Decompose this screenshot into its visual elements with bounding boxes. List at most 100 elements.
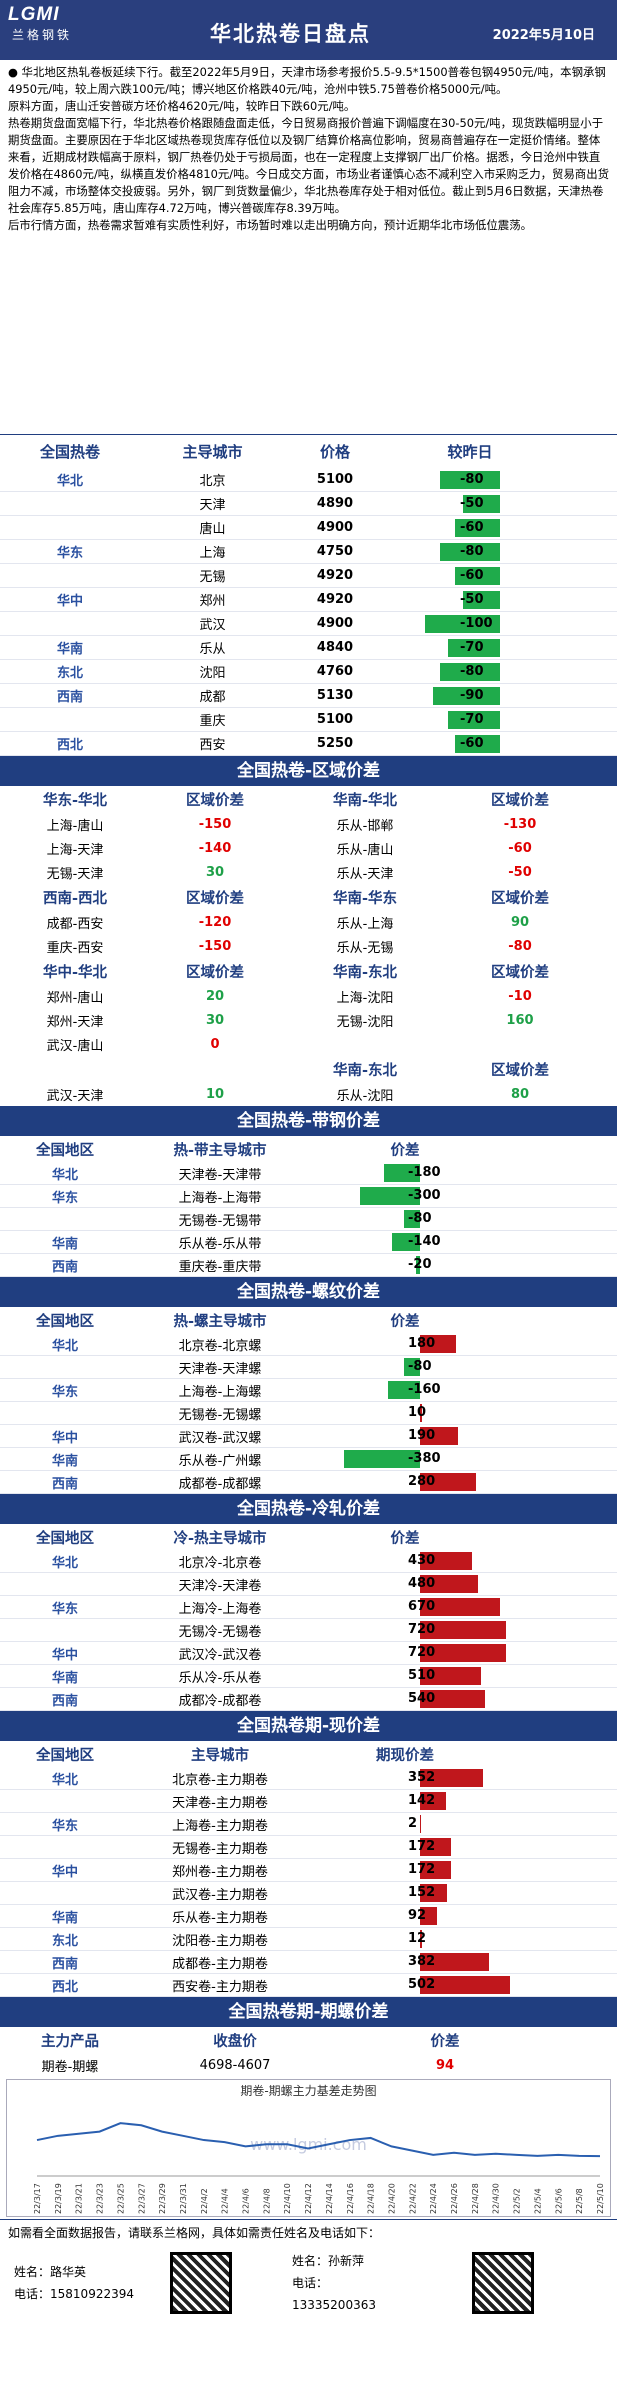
change-value: -60 bbox=[460, 567, 484, 583]
col-header: 热-带主导城市 bbox=[173, 1142, 267, 1159]
strip-row: 华南 乐从卷-乐从带 -140 bbox=[0, 1231, 617, 1254]
summary-para: 原料方面，唐山迁安普碳方坯价格4620元/吨，较昨日下跌60元/吨。 bbox=[8, 99, 356, 113]
region-cell: 华中 bbox=[56, 594, 83, 609]
change-value: -60 bbox=[460, 519, 484, 535]
x-tick-label: 22/3/23 bbox=[96, 2183, 105, 2214]
region-cell: 华南 bbox=[51, 1670, 78, 1686]
region-cell: 华东 bbox=[51, 1818, 78, 1834]
pair-cell: 乐从卷-主力期卷 bbox=[172, 1910, 268, 1926]
strip-spread-table: 全国地区 热-带主导城市 价差 华北 天津卷-天津带 -180 华东 上海卷-上海带 -300 无… bbox=[0, 1136, 617, 1277]
city-cell: 无锡 bbox=[199, 570, 226, 585]
region-cell: 西南 bbox=[51, 1476, 78, 1492]
region-cell: 华南 bbox=[51, 1453, 78, 1469]
spread-bar-cell: 720 bbox=[310, 1643, 610, 1663]
pair-cell: 乐从-邯郸 bbox=[336, 818, 394, 834]
spread-value: 172 bbox=[408, 1862, 436, 1877]
contact-block: 姓名：路华英 电话：15810922394 姓名：孙新萍 电话：13335200… bbox=[0, 2245, 617, 2321]
spread-bar-cell: 92 bbox=[310, 1906, 610, 1926]
price-row: 华北 北京 5100 -80 bbox=[0, 468, 617, 492]
product-cell: 期卷-期螺 bbox=[41, 2059, 99, 2075]
basis-row: 天津卷-主力期卷 142 bbox=[0, 1790, 617, 1813]
spread-value: -80 bbox=[408, 1211, 432, 1226]
spread-cell: -60 bbox=[508, 840, 532, 856]
x-tick-label: 22/4/30 bbox=[492, 2183, 501, 2214]
contact-name: 孙新萍 bbox=[328, 2254, 365, 2268]
x-tick-label: 22/4/6 bbox=[242, 2188, 251, 2214]
contact-name: 路华英 bbox=[50, 2265, 87, 2279]
price-row: 武汉 4900 -100 bbox=[0, 612, 617, 636]
col-header: 价差 bbox=[390, 1313, 420, 1330]
change-bar-cell: -70 bbox=[385, 710, 555, 730]
pair-cell: 北京冷-北京卷 bbox=[178, 1555, 262, 1571]
spread-bar-cell: 180 bbox=[310, 1334, 610, 1354]
pair-cell: 乐从-唐山 bbox=[336, 842, 394, 858]
header: LGMI 兰格钢铁 华北热卷日盘点 2022年5月10日 bbox=[0, 0, 617, 60]
x-tick-label: 22/5/2 bbox=[513, 2188, 522, 2214]
spread-value: -380 bbox=[408, 1451, 441, 1466]
region-cell: 华北 bbox=[51, 1555, 78, 1571]
price-table-header: 全国热卷 主导城市 价格 较昨日 bbox=[0, 434, 617, 468]
col-header: 全国地区 bbox=[36, 1142, 94, 1159]
pair-cell: 天津卷-天津带 bbox=[178, 1167, 262, 1183]
col-label: 区域价差 bbox=[186, 964, 244, 981]
strip-row: 无锡卷-无锡带 -80 bbox=[0, 1208, 617, 1231]
spread-bar bbox=[404, 1210, 420, 1228]
cold-row: 华中 武汉冷-武汉卷 720 bbox=[0, 1642, 617, 1665]
col-header: 热-螺主导城市 bbox=[173, 1313, 267, 1330]
change-bar-cell: -60 bbox=[385, 734, 555, 754]
pair-cell: 郑州-唐山 bbox=[46, 990, 104, 1006]
summary-para: ● 华北地区热轧卷板延续下行。截至2022年5月9日，天津市场参考报价5.5-9… bbox=[8, 65, 606, 96]
spread-bar-cell: -140 bbox=[310, 1232, 610, 1252]
spread-value: -140 bbox=[408, 1234, 441, 1249]
x-tick-label: 22/4/28 bbox=[471, 2183, 480, 2214]
cold-row: 华东 上海冷-上海卷 670 bbox=[0, 1596, 617, 1619]
spread-bar bbox=[420, 1976, 511, 1994]
page-title: 华北热卷日盘点 bbox=[210, 22, 371, 46]
x-tick-label: 22/3/17 bbox=[33, 2183, 42, 2214]
col-header: 全国地区 bbox=[36, 1747, 94, 1764]
spread-value: 670 bbox=[408, 1599, 436, 1614]
spread-cell: 10 bbox=[205, 1086, 225, 1102]
region-cell: 华南 bbox=[51, 1236, 78, 1252]
x-tick-label: 22/4/12 bbox=[304, 2183, 313, 2214]
pair-cell: 无锡-沈阳 bbox=[336, 1014, 394, 1030]
price-row: 华中 郑州 4920 -50 bbox=[0, 588, 617, 612]
pair-cell: 乐从卷-广州螺 bbox=[178, 1453, 262, 1469]
change-value: -80 bbox=[460, 471, 484, 487]
basis-row: 华北 北京卷-主力期卷 352 bbox=[0, 1767, 617, 1790]
price-cell: 5130 bbox=[316, 688, 354, 703]
price-cell: 5100 bbox=[316, 712, 354, 727]
price-cell: 5100 bbox=[316, 472, 354, 487]
pair-cell: 上海卷-主力期卷 bbox=[172, 1818, 268, 1834]
change-bar bbox=[455, 518, 500, 537]
spread-bar bbox=[404, 1358, 420, 1376]
x-tick-label: 22/3/31 bbox=[179, 2183, 188, 2214]
spread-value: 352 bbox=[408, 1770, 436, 1785]
spread-cell: 94 bbox=[435, 2057, 455, 2073]
change-bar-cell: -70 bbox=[385, 638, 555, 658]
price-row: 华东 上海 4750 -80 bbox=[0, 540, 617, 564]
cold-row: 华北 北京冷-北京卷 430 bbox=[0, 1550, 617, 1573]
spread-bar-cell: 720 bbox=[310, 1620, 610, 1640]
pair-cell: 上海卷-上海螺 bbox=[178, 1384, 262, 1400]
col-label: 区域价差 bbox=[186, 792, 244, 809]
region-cell: 华中 bbox=[51, 1647, 78, 1663]
label: 姓名： bbox=[14, 2265, 51, 2279]
logo-text: LGMI bbox=[8, 4, 60, 25]
price-row: 西南 成都 5130 -90 bbox=[0, 684, 617, 708]
change-value: -80 bbox=[460, 543, 484, 559]
col-header: 较昨日 bbox=[447, 443, 493, 461]
x-tick-label: 22/5/10 bbox=[596, 2183, 605, 2214]
pair-cell: 西安卷-主力期卷 bbox=[172, 1979, 268, 1995]
region-cell: 华南 bbox=[56, 642, 83, 657]
basis-row: 西北 西安卷-主力期卷 502 bbox=[0, 1974, 617, 1997]
pair-cell: 无锡冷-无锡卷 bbox=[178, 1624, 262, 1640]
pair-cell: 无锡卷-无锡带 bbox=[178, 1213, 262, 1229]
spread-bar-cell: 670 bbox=[310, 1597, 610, 1617]
price-row: 唐山 4900 -60 bbox=[0, 516, 617, 540]
col-label: 区域价差 bbox=[491, 964, 549, 981]
pair-cell: 无锡-天津 bbox=[46, 866, 104, 882]
change-bar bbox=[447, 638, 500, 657]
spread-value: 540 bbox=[408, 1691, 436, 1706]
pair-cell: 成都卷-主力期卷 bbox=[172, 1956, 268, 1972]
